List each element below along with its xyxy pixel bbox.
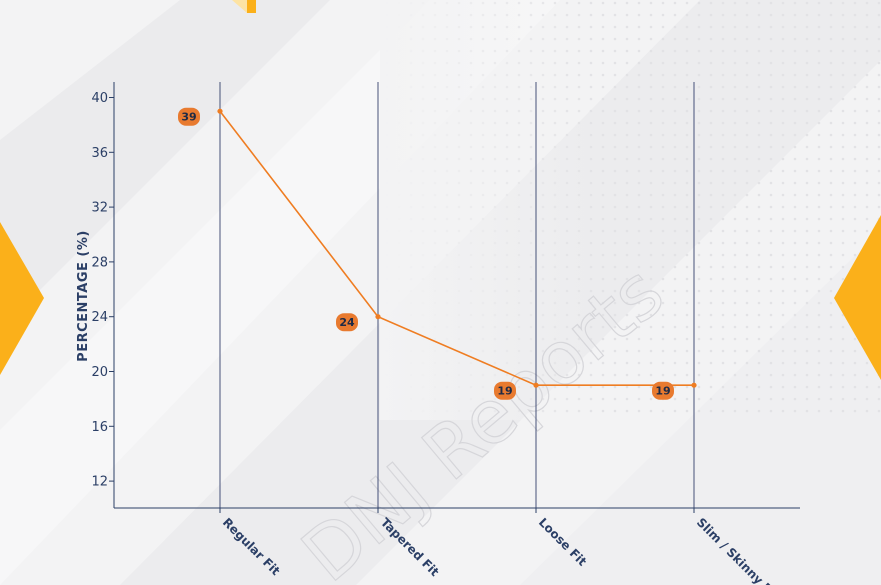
data-point <box>217 108 223 114</box>
y-axis-title: PERCENTAGE (%) <box>76 230 91 362</box>
data-label-text: 19 <box>655 385 670 398</box>
y-tick-label: 36 <box>91 146 108 161</box>
x-tick-label: Regular Fit <box>220 515 283 578</box>
data-points <box>217 108 697 388</box>
left-accent-triangle <box>0 222 44 375</box>
data-label: 19 <box>494 381 516 400</box>
y-tick-label: 16 <box>91 420 108 435</box>
data-point <box>691 382 697 388</box>
data-labels: 39 24 19 19 <box>178 107 674 400</box>
data-label: 19 <box>652 381 674 400</box>
data-label: 24 <box>336 313 358 332</box>
data-label-bg <box>494 381 516 400</box>
y-tick-label: 24 <box>91 310 108 325</box>
x-tick-label: Slim / Skinny Fit <box>694 515 782 585</box>
data-label: 39 <box>178 107 200 126</box>
x-tick-label: Loose Fit <box>536 515 590 569</box>
y-tick-label: 40 <box>91 91 108 106</box>
data-label-bg <box>178 107 200 126</box>
y-tick-label: 12 <box>91 475 108 490</box>
data-label-text: 24 <box>339 316 355 329</box>
series-line <box>219 110 694 387</box>
data-point <box>375 314 381 320</box>
x-axis-labels: Regular Fit Tapered Fit Loose Fit Slim / Sk… <box>220 515 782 585</box>
top-accent-mark <box>247 0 256 13</box>
top-accent-shadow <box>232 0 247 13</box>
y-tick-label: 32 <box>91 201 108 216</box>
data-label-bg <box>652 381 674 400</box>
bg-stripe <box>0 0 330 330</box>
data-label-text: 19 <box>497 385 512 398</box>
gridlines <box>219 82 695 513</box>
y-tick-label: 20 <box>91 365 108 380</box>
x-tick-label: Tapered Fit <box>378 515 442 579</box>
y-axis-ticks: 12 16 20 24 28 32 36 40 <box>91 91 114 490</box>
data-label-text: 39 <box>181 111 196 124</box>
data-label-bg <box>336 313 358 332</box>
right-accent-triangle <box>834 215 881 380</box>
data-point <box>533 382 539 388</box>
y-tick-label: 28 <box>91 255 108 270</box>
